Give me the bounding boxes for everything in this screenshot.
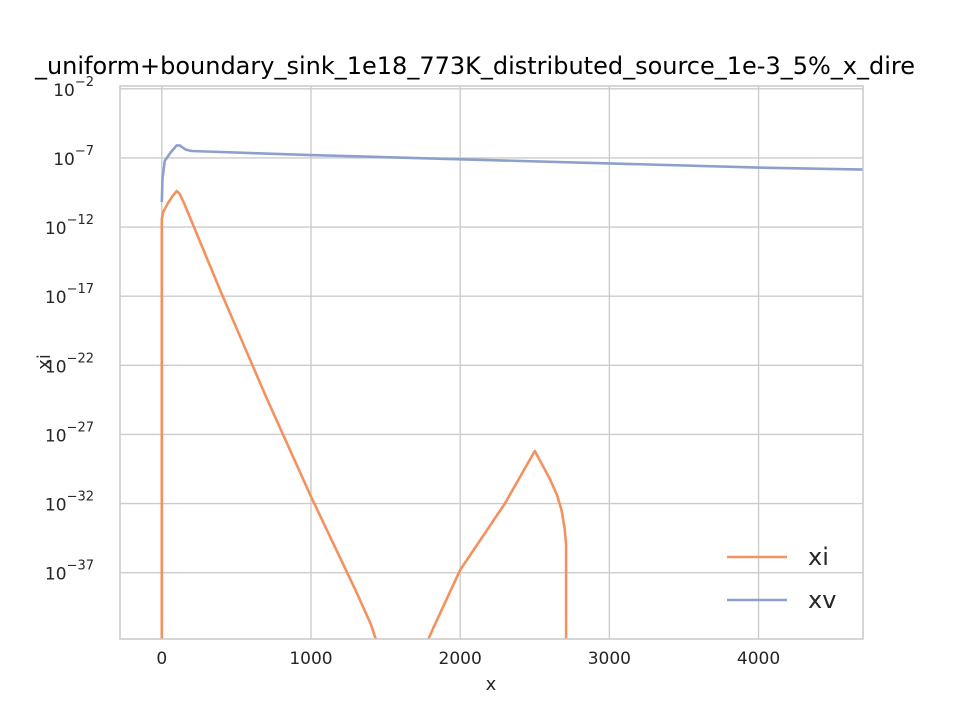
y-tick-base: 10	[53, 150, 75, 170]
x-tick-label: 0	[156, 649, 167, 669]
y-tick-label: 10−7	[53, 144, 94, 170]
y-tick-base: 10	[45, 426, 67, 446]
series-layer	[160, 144, 863, 639]
legend: xi xv	[727, 543, 836, 614]
y-tick-label: 10−32	[45, 490, 94, 516]
series-line-xi	[427, 449, 568, 639]
y-tick-exponent: −17	[67, 282, 94, 297]
x-tick-label: 4000	[737, 649, 780, 669]
plot-frame	[119, 85, 864, 640]
y-tick-exponent: −7	[75, 144, 94, 159]
y-tick-label: 10−27	[45, 420, 94, 446]
y-tick-base: 10	[45, 565, 67, 585]
series-line-xi	[160, 189, 378, 639]
plot-area	[119, 85, 864, 640]
grid	[120, 86, 863, 639]
y-tick-base: 10	[45, 357, 67, 377]
x-tick-label: 3000	[588, 649, 631, 669]
y-tick-exponent: −12	[67, 213, 94, 228]
y-tick-base: 10	[45, 288, 67, 308]
y-tick-label: 10−22	[45, 351, 94, 377]
x-axis-ticks: 0 1000 2000 3000 4000	[156, 649, 780, 669]
plot-background	[120, 86, 863, 639]
y-tick-base: 10	[53, 81, 75, 101]
x-tick-label: 2000	[439, 649, 482, 669]
y-tick-exponent: −32	[67, 490, 94, 505]
y-tick-label: 10−17	[45, 282, 94, 308]
y-tick-exponent: −27	[67, 420, 94, 435]
y-tick-label: 10−12	[45, 213, 94, 239]
y-tick-label: 10−37	[45, 559, 94, 585]
y-axis-label: xi	[34, 354, 55, 370]
x-tick-label: 1000	[289, 649, 332, 669]
y-tick-base: 10	[45, 219, 67, 239]
y-tick-label: 10−2	[53, 75, 94, 101]
y-tick-exponent: −2	[75, 75, 94, 90]
series-line-xv	[160, 144, 863, 203]
legend-label-xv: xv	[808, 586, 836, 614]
legend-label-xi: xi	[808, 543, 829, 571]
y-tick-exponent: −37	[67, 559, 94, 574]
y-tick-base: 10	[45, 496, 67, 516]
y-tick-exponent: −22	[67, 351, 94, 366]
chart-title: _uniform+boundary_sink_1e18_773K_distrib…	[34, 52, 915, 80]
x-axis-label: x	[486, 674, 497, 695]
